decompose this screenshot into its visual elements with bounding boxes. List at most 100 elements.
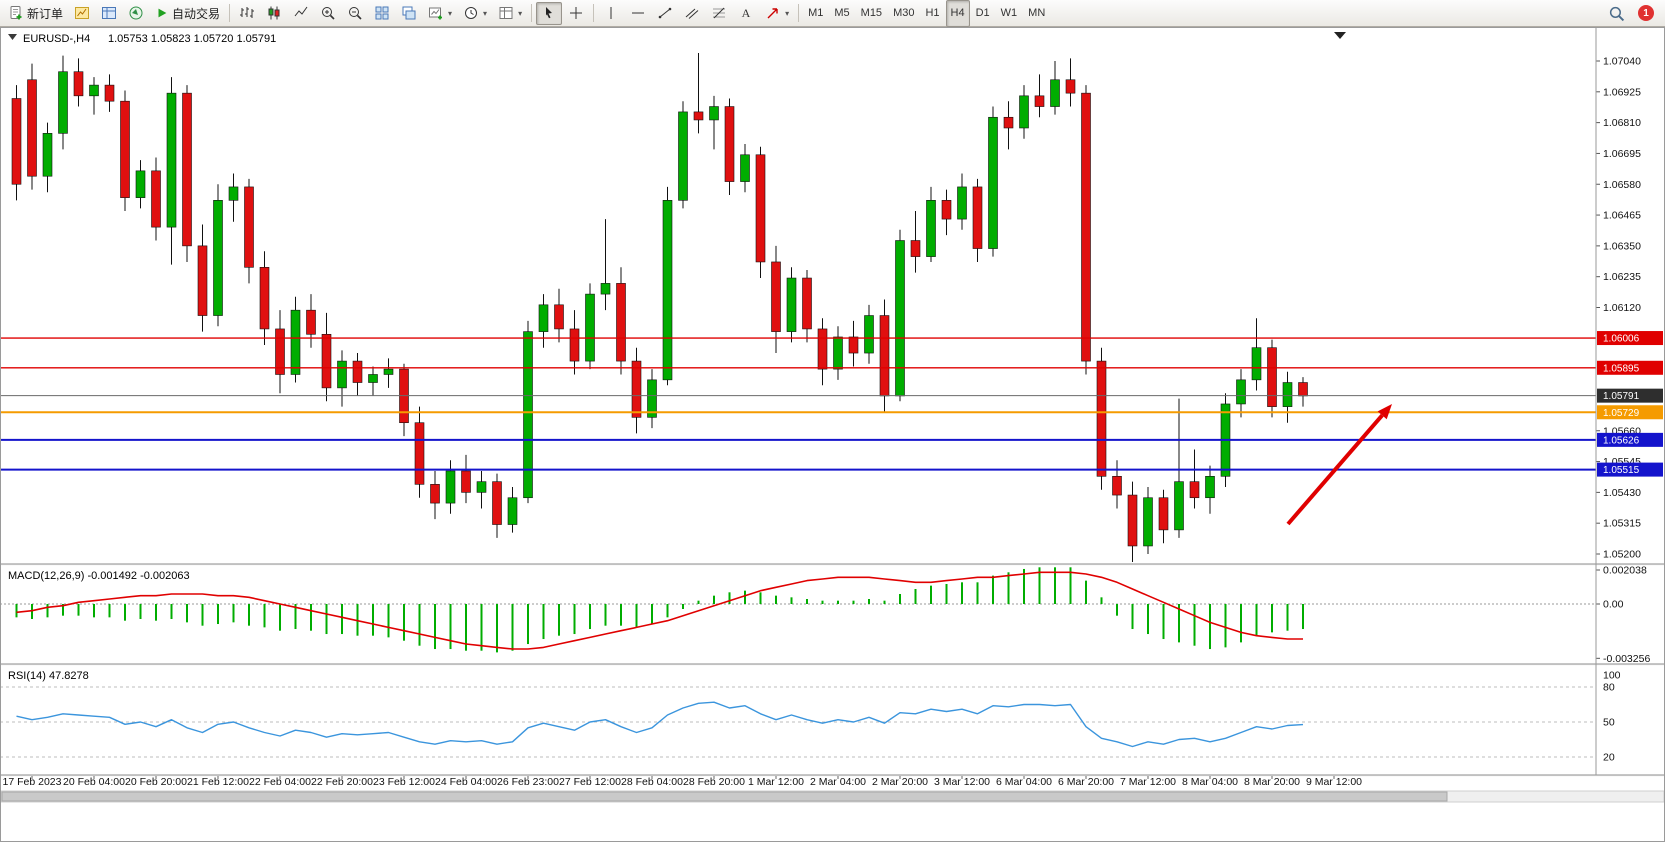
candle-body xyxy=(864,315,874,354)
candle-body xyxy=(120,100,130,198)
timeframe-m15-button[interactable]: M15 xyxy=(860,7,883,19)
price-badge xyxy=(1597,360,1663,375)
candle-body xyxy=(941,200,952,220)
trend-arrow[interactable] xyxy=(1286,404,1392,526)
panel-divider[interactable] xyxy=(0,563,1665,566)
support-line-1[interactable]: 1.05626 xyxy=(0,432,1663,447)
autotrading-button[interactable]: 自动交易 xyxy=(150,2,225,25)
time-tick-label: 2 Mar 04:00 xyxy=(810,776,866,788)
candle-body xyxy=(11,98,22,185)
timeframe-m5-button[interactable]: M5 xyxy=(834,7,850,19)
cursor-icon xyxy=(541,5,557,21)
bid-price-line[interactable]: 1.05791 xyxy=(0,388,1663,403)
price-badge xyxy=(1597,462,1663,477)
candle-body xyxy=(709,106,719,121)
candle-body xyxy=(492,481,502,525)
timeframe-h4-button[interactable]: H4 xyxy=(945,0,970,27)
toolbar-separator xyxy=(593,4,595,22)
equidistant-channel-icon xyxy=(684,5,700,21)
pivot-line[interactable]: 1.05729 xyxy=(0,405,1663,420)
candle-body xyxy=(585,293,595,362)
timeframe-w1-button[interactable]: W1 xyxy=(1000,7,1018,19)
resistance-line-1[interactable]: 1.06006 xyxy=(0,331,1663,346)
price-badge-label: 1.05729 xyxy=(1603,408,1640,419)
candle-body xyxy=(1143,497,1153,547)
candle-body xyxy=(290,309,301,375)
tile-windows-button[interactable] xyxy=(369,2,395,25)
candlestick-chart-button[interactable] xyxy=(261,2,287,25)
cursor-tool-button[interactable] xyxy=(536,1,563,25)
panel-divider[interactable] xyxy=(0,774,1665,777)
periods-button[interactable]: ▾ xyxy=(458,2,492,25)
navigator-button[interactable] xyxy=(123,2,149,25)
line-chart-button[interactable] xyxy=(288,2,314,25)
vertical-line-tool-button[interactable] xyxy=(598,2,624,25)
fibonacci-tool-button[interactable] xyxy=(706,2,732,25)
svg-text:A: A xyxy=(742,6,751,20)
candle-body xyxy=(1034,95,1045,107)
time-tick-label: 9 Mar 12:00 xyxy=(1306,776,1362,788)
templates-button[interactable]: ▾ xyxy=(493,2,527,25)
add-indicator-button[interactable]: ▾ xyxy=(423,2,457,25)
candle-body xyxy=(600,283,611,295)
add-indicator-icon xyxy=(428,5,444,21)
tile-windows-icon xyxy=(374,5,390,21)
market-watch-icon xyxy=(101,5,117,21)
horizontal-line-tool-button[interactable] xyxy=(625,2,651,25)
templates-icon xyxy=(498,5,514,21)
resistance-line-2[interactable]: 1.05895 xyxy=(0,360,1663,375)
price-axis[interactable]: 1.07040 1.06925 1.06810 1.06695 1.06580 1.064… xyxy=(1596,56,1641,561)
line-chart-icon xyxy=(293,5,309,21)
time-tick-label: 8 Mar 04:00 xyxy=(1182,776,1238,788)
candle-body xyxy=(1282,382,1293,407)
bar-chart-button[interactable] xyxy=(234,2,260,25)
horizontal-scrollbar-thumb[interactable] xyxy=(1,791,1448,802)
search-button[interactable] xyxy=(1603,2,1630,25)
candle-body xyxy=(1081,92,1091,362)
text-tool-button[interactable]: A xyxy=(733,2,759,25)
chevron-down-icon: ▾ xyxy=(518,8,523,18)
time-tick-label: 22 Feb 04:00 xyxy=(249,776,311,788)
candle-body xyxy=(1065,79,1076,94)
timeframe-h1-button[interactable]: H1 xyxy=(925,7,940,19)
time-tick-label: 23 Feb 12:00 xyxy=(373,776,435,788)
timeframe-m30-button[interactable]: M30 xyxy=(893,7,915,19)
timeframe-mn-button[interactable]: MN xyxy=(1028,7,1046,19)
candle-body xyxy=(879,315,890,397)
time-axis[interactable]: 17 Feb 2023 20 Feb 04:00 20 Feb 20:00 21 Fe… xyxy=(3,776,1363,788)
chart-window: 1.07040 1.06925 1.06810 1.06695 1.06580 1.064… xyxy=(0,27,1665,842)
candle-body xyxy=(833,336,843,370)
candle-body xyxy=(1050,79,1060,107)
trendline-tool-button[interactable] xyxy=(652,2,678,25)
main-toolbar: 新订单 自动交易 xyxy=(0,0,1665,27)
cascade-windows-button[interactable] xyxy=(396,2,422,25)
time-tick-label: 28 Feb 20:00 xyxy=(683,776,745,788)
zoom-out-button[interactable] xyxy=(342,2,368,25)
timeframe-d1-button[interactable]: D1 xyxy=(975,7,990,19)
new-order-button[interactable]: 新订单 xyxy=(3,2,68,25)
candle-body xyxy=(802,277,812,330)
arrow-objects-button[interactable]: ▾ xyxy=(760,2,794,25)
toolbar-separator xyxy=(229,4,231,22)
notifications-badge[interactable]: 1 xyxy=(1638,5,1654,21)
chart-shift-marker[interactable] xyxy=(1334,32,1346,39)
candle-body xyxy=(771,261,781,332)
one-click-trading-toggle-icon[interactable] xyxy=(8,34,17,40)
time-tick-label: 21 Feb 12:00 xyxy=(187,776,249,788)
candle-body xyxy=(523,331,533,499)
time-tick-label: 17 Feb 2023 xyxy=(3,776,62,788)
chart-symbol-period: EURUSD-,H4 xyxy=(23,33,90,45)
candle-body xyxy=(275,328,285,375)
timeframe-m1-button[interactable]: M1 xyxy=(808,7,824,19)
market-watch-button[interactable] xyxy=(96,2,122,25)
candle-body xyxy=(135,170,146,198)
candle-body xyxy=(1112,475,1122,496)
crosshair-tool-button[interactable] xyxy=(563,2,589,25)
support-line-2[interactable]: 1.05515 xyxy=(0,462,1663,477)
charts-button[interactable] xyxy=(69,2,95,25)
channel-tool-button[interactable] xyxy=(679,2,705,25)
panel-divider[interactable] xyxy=(0,663,1665,666)
zoom-in-button[interactable] xyxy=(315,2,341,25)
price-tick-label: 1.05200 xyxy=(1603,549,1641,561)
new-order-label: 新订单 xyxy=(27,6,64,21)
